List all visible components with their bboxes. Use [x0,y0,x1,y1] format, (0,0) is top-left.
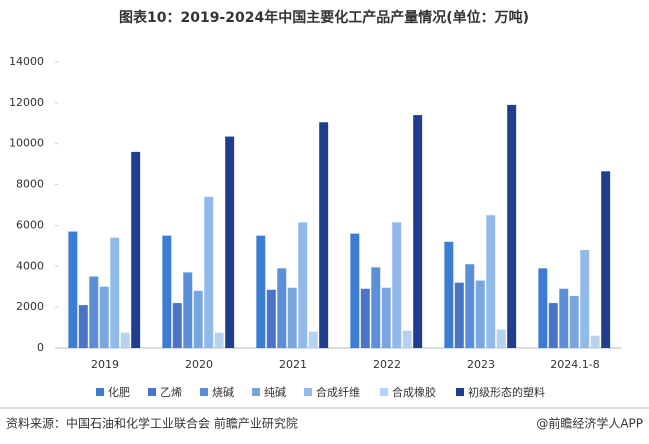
bar [538,268,548,348]
bar [204,196,214,348]
bar [214,332,224,348]
bar [162,235,172,348]
y-tick-label: 0 [37,341,44,354]
chart-title: 图表10：2019-2024年中国主要化工产品产量情况(单位：万吨) [119,9,529,26]
bar [308,331,318,348]
bar [601,171,611,348]
x-tick-label: 2021 [279,358,307,371]
bar [131,151,141,348]
bar [89,276,99,348]
bar [371,267,381,348]
y-tick-label: 10000 [9,137,44,150]
bar [569,295,579,348]
legend-label: 乙烯 [160,386,182,399]
x-tick-label: 2019 [91,358,119,371]
bar [183,272,193,348]
y-tick-label: 12000 [9,96,44,109]
legend-label: 化肥 [108,385,130,399]
bar [548,303,558,348]
bar [319,122,329,348]
bar [475,280,485,348]
bar [172,303,182,348]
y-tick-label: 14000 [9,55,44,68]
x-tick-label: 2023 [467,358,495,371]
legend-swatch [96,388,104,396]
x-tick-label: 2024.1-8 [550,358,599,371]
bar [402,330,412,348]
legend-label: 合成橡胶 [392,385,436,399]
bar [287,287,297,348]
bar [350,233,360,348]
y-tick-label: 6000 [16,218,44,231]
x-tick-label: 2022 [373,358,401,371]
bar [99,286,109,348]
bar [360,288,370,348]
legend-swatch [380,388,388,396]
bar [68,231,78,348]
y-tick-label: 2000 [16,300,44,313]
legend-label: 初级形态的塑料 [468,385,545,399]
bar [444,241,454,348]
bar [266,289,276,348]
bar [225,136,235,348]
y-tick-label: 4000 [16,259,44,272]
bar [454,282,464,348]
legend-swatch [456,388,464,396]
legend-label: 纯碱 [264,386,286,399]
legend-swatch [148,388,156,396]
y-tick-label: 8000 [16,178,44,191]
legend-label: 合成纤维 [316,385,360,399]
legend-swatch [200,388,208,396]
bar [465,264,475,348]
bar [507,104,517,349]
bar [486,215,496,348]
bar [580,249,590,348]
bar [381,287,391,348]
bar [559,288,569,348]
bar [496,329,506,348]
bar [590,335,600,348]
source: 资料来源：中国石油和化学工业联合会 前瞻产业研究院 [6,416,298,431]
bar [392,222,402,348]
bar [193,290,203,348]
legend-label: 烧碱 [212,386,234,399]
bar [256,235,266,348]
legend-swatch [252,388,260,396]
bar [78,305,88,348]
bar [298,222,308,348]
bar [120,332,130,348]
bar [413,115,423,348]
x-tick-label: 2020 [185,358,213,371]
bar [277,268,287,348]
legend-swatch [304,388,312,396]
credit: @前瞻经济学人APP [536,416,643,431]
bar [110,237,120,348]
